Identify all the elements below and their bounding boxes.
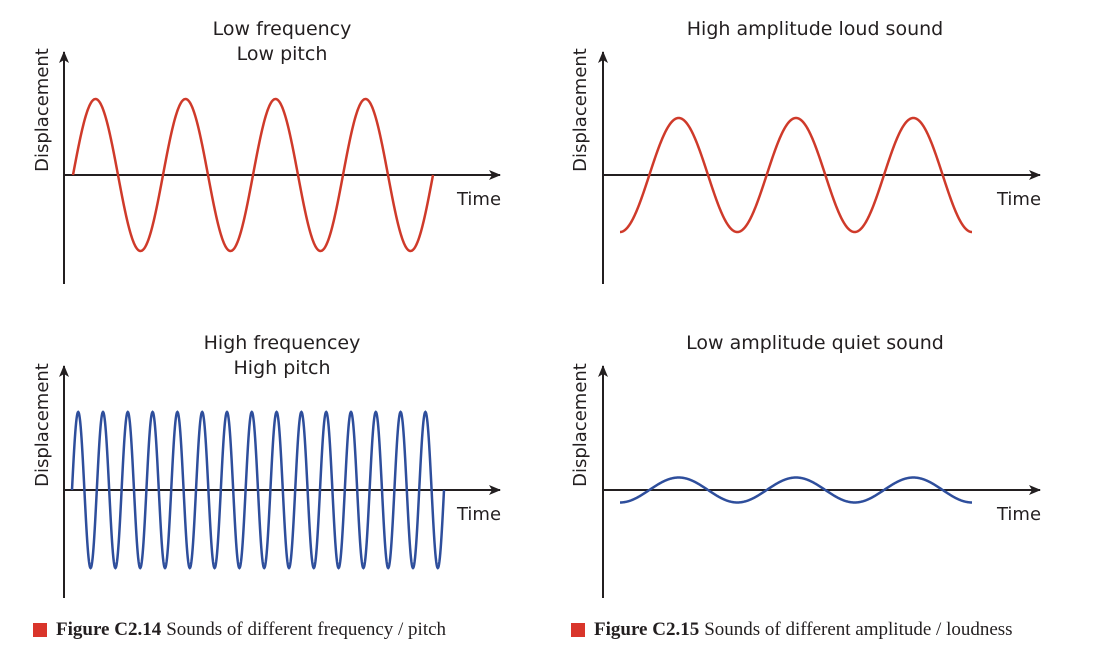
figure-number: Figure C2.15 (594, 619, 700, 640)
panel-title-line: Low amplitude quiet sound (686, 332, 944, 354)
waveform (620, 476, 972, 504)
waveform (71, 97, 435, 253)
sound-wave-diagrams: Low frequency Low pitch Displacement Tim… (32, 18, 1041, 598)
caption-marker-icon (33, 623, 47, 637)
panel-low-amplitude: Low amplitude quiet sound Displacement T… (570, 332, 1041, 598)
y-axis-label: Displacement (570, 48, 591, 172)
x-axis-label: Time (996, 504, 1041, 525)
y-axis-label: Displacement (570, 363, 591, 487)
panel-high-frequency: High frequencey High pitch Displacement … (32, 332, 501, 598)
waveform (619, 116, 973, 234)
x-axis-label: Time (456, 504, 501, 525)
figure-number: Figure C2.14 (56, 619, 162, 640)
panel-title-line: Low frequency (213, 18, 352, 40)
panel-high-amplitude: High amplitude loud sound Displacement T… (570, 18, 1041, 284)
panel-title-line: High pitch (234, 357, 331, 379)
caption-marker-icon (571, 623, 585, 637)
caption-text: Sounds of different amplitude / loudness (704, 619, 1013, 640)
panel-title-line: High frequencey (204, 332, 361, 354)
panel-title-line: Low pitch (237, 43, 328, 65)
figure-caption-amplitude: Figure C2.15 Sounds of different amplitu… (571, 617, 1013, 643)
panel-low-frequency: Low frequency Low pitch Displacement Tim… (32, 18, 501, 284)
x-axis-label: Time (456, 189, 501, 210)
x-axis-label: Time (996, 189, 1041, 210)
caption-text: Sounds of different frequency / pitch (166, 619, 447, 640)
figure-caption-frequency: Figure C2.14 Sounds of different frequen… (33, 617, 446, 643)
panel-title-line: High amplitude loud sound (687, 18, 943, 40)
y-axis-label: Displacement (32, 363, 53, 487)
waveform (70, 410, 446, 570)
y-axis-label: Displacement (32, 48, 53, 172)
